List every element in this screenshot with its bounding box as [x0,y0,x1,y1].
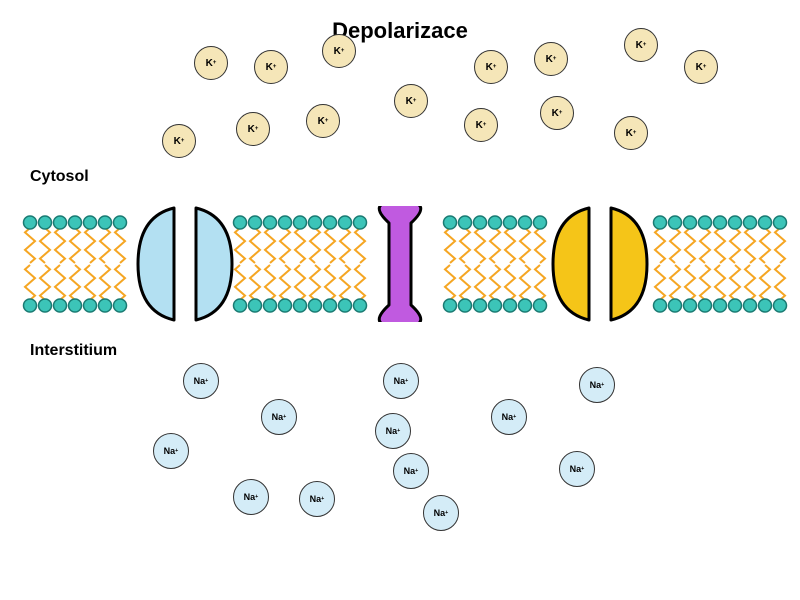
sodium-ion: Na+ [383,363,419,399]
potassium-ion: K+ [534,42,568,76]
sodium-ion: Na+ [393,453,429,489]
potassium-ion: K+ [614,116,648,150]
sodium-ion: Na+ [299,481,335,517]
sodium-ion: Na+ [579,367,615,403]
interstitium-label: Interstitium [30,342,117,360]
potassium-ion: K+ [474,50,508,84]
sodium-ion: Na+ [375,413,411,449]
sodium-ion: Na+ [423,495,459,531]
potassium-ion: K+ [254,50,288,84]
sodium-ion: Na+ [183,363,219,399]
potassium-ion: K+ [306,104,340,138]
potassium-ion: K+ [624,28,658,62]
potassium-ion: K+ [684,50,718,84]
sodium-ion: Na+ [233,479,269,515]
potassium-ion: K+ [464,108,498,142]
diagram-container: Depolarizace Cytosol Interstitium K+K+K+… [0,0,800,600]
potassium-ion: K+ [236,112,270,146]
potassium-ion: K+ [322,34,356,68]
diagram-title: Depolarizace [0,18,800,44]
potassium-ion: K+ [540,96,574,130]
potassium-ion: K+ [394,84,428,118]
cytosol-label: Cytosol [30,168,89,186]
membrane-svg [0,206,800,322]
sodium-ion: Na+ [559,451,595,487]
sodium-ion: Na+ [153,433,189,469]
potassium-ion: K+ [162,124,196,158]
sodium-ion: Na+ [261,399,297,435]
potassium-ion: K+ [194,46,228,80]
sodium-ion: Na+ [491,399,527,435]
